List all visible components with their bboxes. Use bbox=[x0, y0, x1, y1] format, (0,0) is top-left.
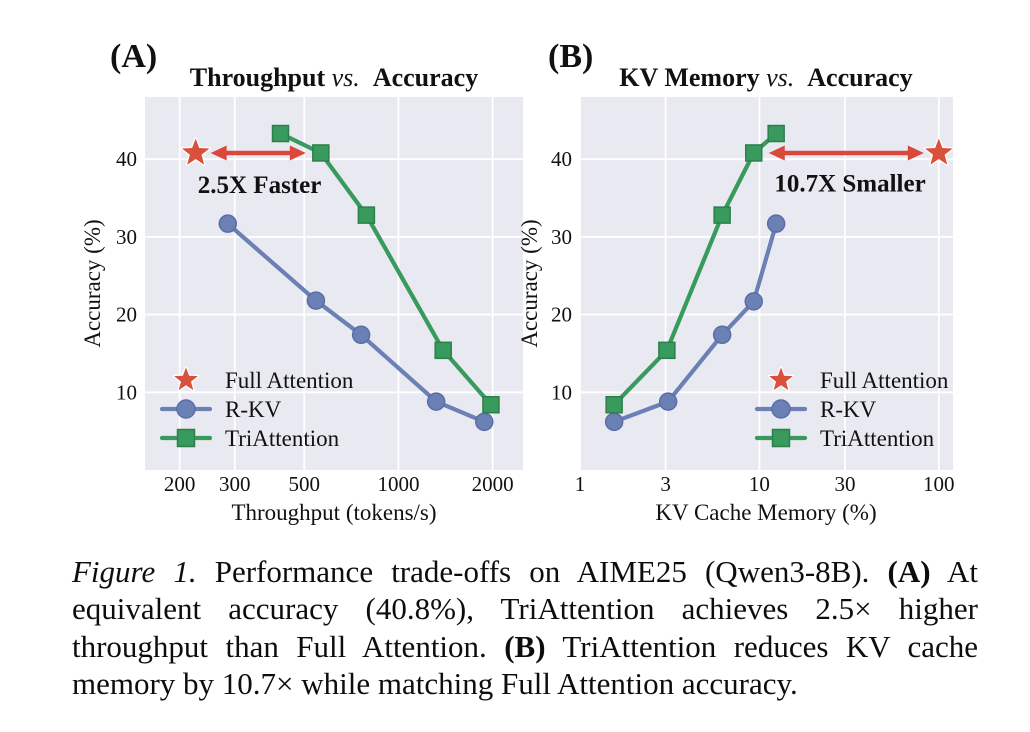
caption-text-segment: memory by 10.7× while matching Full Atte… bbox=[72, 666, 798, 702]
annotation-arrowhead bbox=[210, 145, 227, 161]
data-point-star bbox=[180, 137, 211, 166]
data-point-square bbox=[312, 144, 330, 162]
legend-marker bbox=[771, 399, 791, 419]
data-point-circle bbox=[604, 412, 624, 432]
caption-text-segment: (A) bbox=[887, 554, 931, 589]
y-tick-label: 40 bbox=[551, 147, 572, 171]
annotation-label: 10.7X Smaller bbox=[774, 170, 925, 197]
caption-text-segment: equivalent accuracy (40.8%), TriAttentio… bbox=[72, 591, 978, 627]
y-axis-label: Accuracy (%) bbox=[80, 219, 105, 347]
annotation-arrowhead bbox=[768, 145, 785, 161]
data-point-star bbox=[923, 137, 954, 166]
data-point-square bbox=[434, 341, 452, 360]
legend-item-label: Full Attention bbox=[225, 368, 354, 393]
y-tick-label: 20 bbox=[551, 303, 572, 327]
data-point-square bbox=[271, 124, 290, 143]
data-point-circle bbox=[658, 392, 678, 411]
data-point-square bbox=[357, 206, 376, 224]
caption-line: throughput than Full Attention. (B) TriA… bbox=[72, 628, 978, 665]
y-axis-label: Accuracy (%) bbox=[517, 219, 542, 347]
figure-charts: (A) Throughput vs. Accuracy 200 300 500 1000 2… bbox=[80, 38, 955, 525]
x-tick-label: 1 bbox=[575, 472, 586, 496]
data-point-circle bbox=[218, 214, 238, 233]
y-tick-label: 30 bbox=[551, 225, 572, 249]
data-point-square bbox=[658, 341, 676, 360]
y-tick-label: 10 bbox=[551, 380, 572, 404]
y-tick-label: 10 bbox=[116, 380, 137, 404]
caption-text-segment: (B) bbox=[504, 628, 546, 664]
x-tick-label: 1000 bbox=[377, 472, 419, 496]
chart-title: KV Memory vs. Accuracy bbox=[619, 63, 912, 92]
caption-line: equivalent accuracy (40.8%), TriAttentio… bbox=[72, 590, 978, 627]
legend-item-label: TriAttention bbox=[225, 426, 340, 451]
legend-star-marker bbox=[172, 366, 200, 392]
x-tick-label: 2000 bbox=[472, 472, 514, 496]
annotation-arrowhead bbox=[907, 145, 924, 161]
data-point-circle bbox=[351, 325, 371, 345]
legend-item-label: R-KV bbox=[225, 397, 282, 422]
x-tick-label: 200 bbox=[164, 472, 196, 496]
data-point-circle bbox=[744, 292, 763, 311]
legend-marker bbox=[771, 428, 791, 448]
caption-text-segment: TriAttention reduces KV cache bbox=[545, 628, 978, 664]
data-point-square bbox=[767, 124, 785, 143]
legend-item-label: Full Attention bbox=[820, 368, 949, 393]
caption-line: Figure 1. Performance trade-offs on AIME… bbox=[72, 553, 978, 590]
panel-label: (A) bbox=[110, 38, 157, 75]
x-tick-label: 3 bbox=[660, 472, 671, 496]
annotation-label: 2.5X Faster bbox=[198, 172, 322, 199]
data-point-circle bbox=[426, 392, 446, 411]
legend-item-label: TriAttention bbox=[820, 426, 935, 451]
legend-marker bbox=[176, 428, 196, 448]
figure-caption: Figure 1. Performance trade-offs on AIME… bbox=[72, 553, 978, 703]
x-axis-label: Throughput (tokens/s) bbox=[231, 500, 436, 525]
y-tick-label: 20 bbox=[116, 303, 137, 327]
data-point-circle bbox=[306, 291, 326, 310]
data-point-square bbox=[744, 144, 763, 162]
caption-text-segment: Performance trade-offs on AIME25 (Qwen3-… bbox=[196, 554, 888, 589]
y-tick-label: 30 bbox=[116, 225, 137, 249]
x-tick-label: 300 bbox=[219, 472, 251, 496]
legend-marker bbox=[176, 399, 196, 419]
caption-text-segment: Figure 1. bbox=[72, 554, 197, 589]
x-tick-label: 10 bbox=[749, 472, 770, 496]
legend-item-label: R-KV bbox=[820, 397, 877, 422]
annotation-arrowhead bbox=[289, 145, 306, 161]
caption-line: memory by 10.7× while matching Full Atte… bbox=[72, 665, 978, 702]
caption-text-segment: throughput than Full Attention. bbox=[72, 628, 505, 664]
x-tick-label: 100 bbox=[923, 472, 955, 496]
chart-title: Throughput vs. Accuracy bbox=[190, 63, 478, 92]
data-point-circle bbox=[475, 412, 494, 432]
data-point-square bbox=[713, 206, 731, 224]
x-axis-label: KV Cache Memory (%) bbox=[655, 500, 876, 525]
y-tick-label: 40 bbox=[116, 147, 137, 171]
x-tick-label: 30 bbox=[834, 472, 855, 496]
data-point-circle bbox=[712, 325, 732, 345]
legend-star-marker bbox=[767, 366, 795, 392]
data-point-square bbox=[605, 395, 623, 414]
data-point-square bbox=[482, 395, 500, 414]
data-point-circle bbox=[766, 214, 786, 233]
panel-label: (B) bbox=[548, 38, 593, 75]
x-tick-label: 500 bbox=[288, 472, 320, 496]
caption-text-segment: At bbox=[930, 554, 978, 589]
